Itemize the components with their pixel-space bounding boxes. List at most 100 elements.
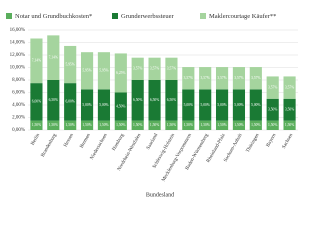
value-label: 1,50% <box>167 123 176 128</box>
value-label: 1,50% <box>150 123 159 128</box>
value-label: 5,00% <box>201 103 210 108</box>
chart: Bundesland Notar und Grundbuchkosten* Gru… <box>6 13 298 198</box>
y-tick-label: 0,00% <box>12 128 25 133</box>
bar-segment <box>47 80 60 121</box>
value-label: 1,50% <box>99 123 108 128</box>
value-label: 6,50% <box>150 98 159 103</box>
value-label: 6,00% <box>32 100 41 105</box>
bar-segment <box>232 67 246 90</box>
bar-segment <box>165 57 178 80</box>
bar-segment <box>97 89 111 121</box>
value-label: 5,95% <box>99 69 108 74</box>
bar-segment <box>80 89 94 121</box>
value-label: 3,57% <box>285 85 294 90</box>
bar-segment <box>114 92 127 121</box>
value-label: 6,00% <box>66 100 75 105</box>
bar-segment <box>215 67 229 90</box>
value-label: 3,57% <box>150 67 159 72</box>
y-tick-label: 14,00% <box>10 41 25 46</box>
value-label: 7,14% <box>49 56 58 61</box>
y-tick-label: 2,00% <box>12 116 25 121</box>
bar-segment <box>30 38 43 84</box>
bar-segment <box>266 98 279 121</box>
bar-segment <box>215 120 229 130</box>
bar-segment <box>249 67 262 90</box>
value-label: 3,57% <box>251 76 260 81</box>
value-label: 1,50% <box>32 123 41 128</box>
value-label: 3,57% <box>201 76 210 81</box>
x-tick-label: Bremen <box>80 133 92 150</box>
value-label: 3,50% <box>268 108 277 113</box>
bar-segment <box>30 83 43 121</box>
bar-segment <box>148 120 161 130</box>
bar-segment <box>97 120 111 130</box>
value-label: 1,50% <box>234 123 243 128</box>
legend-label: Notar und Grundbuchkosten* <box>15 13 92 20</box>
x-tick-label: Hamburg <box>112 133 126 152</box>
value-label: 5,95% <box>82 69 91 74</box>
y-tick-label: 6,00% <box>12 91 25 96</box>
y-tick-label: 12,00% <box>10 53 25 58</box>
bar-segment <box>249 120 262 130</box>
bar-segment <box>64 45 77 84</box>
bar-segment <box>283 76 296 99</box>
value-label: 3,57% <box>217 76 226 81</box>
y-tick-label: 10,00% <box>10 66 25 71</box>
value-label: 5,00% <box>184 103 193 108</box>
value-label: 1,50% <box>201 123 210 128</box>
value-label: 5,00% <box>217 103 226 108</box>
bar-segment <box>114 53 127 93</box>
value-label: 1,50% <box>285 123 294 128</box>
value-label: 1,50% <box>66 123 75 128</box>
bar-segment <box>182 89 195 121</box>
value-label: 6,25% <box>116 71 125 76</box>
bar-segment <box>148 80 161 121</box>
value-label: 5,95% <box>66 62 75 67</box>
value-label: 1,50% <box>268 123 277 128</box>
value-label: 3,57% <box>268 85 277 90</box>
bar-segment <box>30 120 43 130</box>
x-tick-label: Saarland <box>146 133 159 151</box>
x-axis-title: Bundesland <box>146 192 174 198</box>
bar-segment <box>165 120 178 130</box>
bar-segment <box>215 89 229 121</box>
bar-segment <box>182 67 195 90</box>
bar-segment <box>199 67 212 90</box>
x-tick-label: Sachsen <box>282 133 295 150</box>
x-tick-label: Niedersachsen <box>90 133 109 161</box>
value-label: 6,50% <box>133 98 142 103</box>
value-label: 6,50% <box>49 98 58 103</box>
bar-segment <box>199 120 212 130</box>
value-label: 1,50% <box>82 123 91 128</box>
bar-segment <box>283 120 296 130</box>
bar-segment <box>283 98 296 121</box>
legend-label: Grunderwerbssteuer <box>121 13 175 20</box>
bar-segment <box>64 83 77 121</box>
bar-segment <box>266 120 279 130</box>
x-tick-label: Mecklenburg-Vorpommern <box>161 133 193 183</box>
value-label: 1,50% <box>184 123 193 128</box>
value-label: 5,00% <box>82 103 91 108</box>
value-label: 1,50% <box>251 123 260 128</box>
bar-segment <box>80 120 94 130</box>
bar-segment <box>199 89 212 121</box>
value-label: 3,57% <box>133 67 142 72</box>
bar-segment <box>47 120 60 130</box>
value-label: 7,14% <box>32 59 41 64</box>
bar-segment <box>182 120 195 130</box>
x-tick-label: Thüringen <box>246 133 261 154</box>
bar-segment <box>165 80 178 121</box>
x-tick-label: Berlin <box>31 133 42 147</box>
bar-segment <box>131 120 144 130</box>
bar-segment <box>114 120 127 130</box>
x-tick-label: Hessen <box>63 133 75 148</box>
x-tick-label: Brandenburg <box>41 133 59 158</box>
bar-segment <box>47 35 60 80</box>
y-tick-label: 4,00% <box>12 103 25 108</box>
legend-swatch <box>200 13 206 19</box>
bar-segment <box>249 89 262 121</box>
bar-segment <box>131 57 144 80</box>
bar-segment <box>80 52 94 90</box>
bar-segment <box>232 120 246 130</box>
y-tick-label: 8,00% <box>12 78 25 83</box>
